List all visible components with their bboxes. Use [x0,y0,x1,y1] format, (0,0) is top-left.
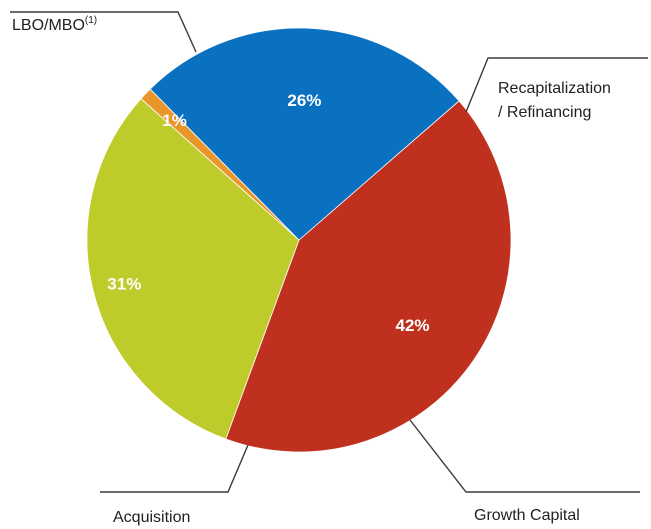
value-label-acquisition: 26% [287,91,321,110]
leader-line-growth-capital [409,419,640,493]
pie-slices [86,27,512,453]
value-labels: 42% 31% 1% 26% [107,91,429,335]
leader-line-acquisition [100,444,249,493]
value-label-growth-capital: 1% [162,111,187,130]
value-label-recapitalization: 31% [107,275,141,294]
leader-line-lbo-mbo [10,11,197,53]
label-growth-capital: Growth Capital [474,507,580,524]
label-lbo-mbo: LBO/MBO(1) [12,15,97,34]
leader-lines [10,11,648,493]
slice-acquisition [149,27,460,241]
value-label-lbo-mbo: 42% [395,316,429,335]
label-recapitalization: Recapitalization / Refinancing [498,80,615,121]
slice-lbo-mbo [225,100,512,453]
slice-recapitalization [86,98,300,440]
leader-line-recapitalization [465,57,648,113]
label-acquisition: Acquisition [113,509,190,526]
